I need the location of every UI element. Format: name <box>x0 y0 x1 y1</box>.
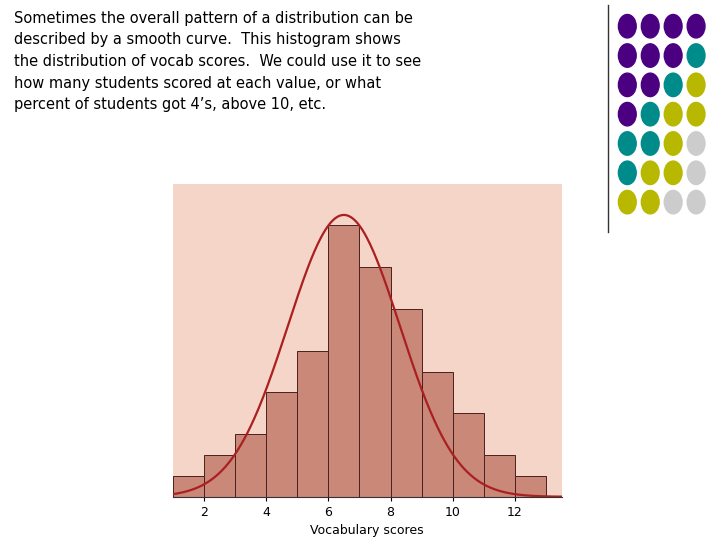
Circle shape <box>665 73 682 97</box>
Circle shape <box>642 103 659 126</box>
Bar <box>515 476 546 497</box>
Circle shape <box>642 191 659 214</box>
Circle shape <box>687 103 705 126</box>
Bar <box>359 267 390 497</box>
Bar <box>297 350 328 497</box>
Circle shape <box>687 44 705 68</box>
Circle shape <box>642 73 659 97</box>
Circle shape <box>687 161 705 185</box>
Bar <box>173 476 204 497</box>
Bar <box>266 393 297 497</box>
Circle shape <box>618 132 636 155</box>
Circle shape <box>642 44 659 68</box>
Bar <box>328 225 359 497</box>
Bar <box>235 434 266 497</box>
Circle shape <box>618 15 636 38</box>
Text: Sometimes the overall pattern of a distribution can be
described by a smooth cur: Sometimes the overall pattern of a distr… <box>14 11 421 112</box>
Circle shape <box>687 132 705 155</box>
Circle shape <box>687 73 705 97</box>
X-axis label: Vocabulary scores: Vocabulary scores <box>310 524 424 537</box>
Circle shape <box>642 161 659 185</box>
Circle shape <box>687 191 705 214</box>
Circle shape <box>665 132 682 155</box>
Bar <box>484 455 515 497</box>
Circle shape <box>618 191 636 214</box>
Bar <box>390 309 422 497</box>
Circle shape <box>618 73 636 97</box>
Circle shape <box>642 132 659 155</box>
Circle shape <box>665 161 682 185</box>
Circle shape <box>618 44 636 68</box>
Bar <box>453 413 484 497</box>
Circle shape <box>665 103 682 126</box>
Circle shape <box>618 103 636 126</box>
Circle shape <box>665 15 682 38</box>
Circle shape <box>618 161 636 185</box>
Circle shape <box>665 191 682 214</box>
Circle shape <box>665 44 682 68</box>
Bar <box>204 455 235 497</box>
Circle shape <box>642 15 659 38</box>
Circle shape <box>687 15 705 38</box>
Bar <box>422 372 453 497</box>
